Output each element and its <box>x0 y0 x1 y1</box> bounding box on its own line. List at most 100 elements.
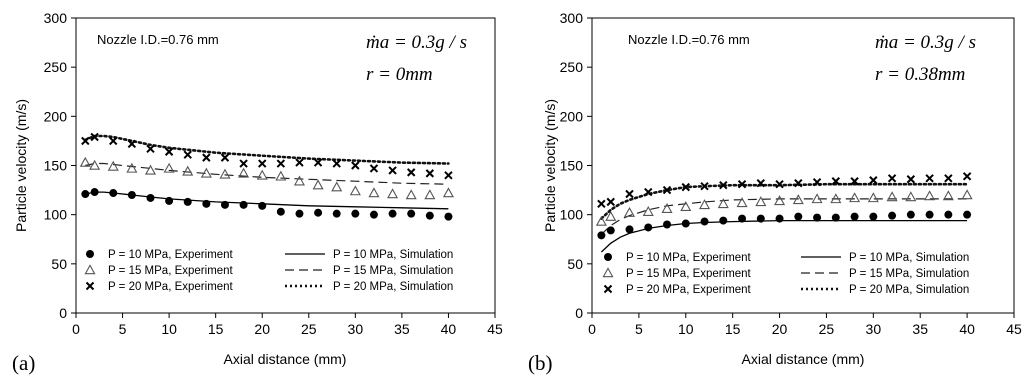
data-point <box>202 153 211 162</box>
legend-label: P = 10 MPa, Simulation <box>333 249 453 261</box>
series-line-p-20-mpa-simulation <box>600 182 969 220</box>
data-point <box>369 210 378 219</box>
data-point <box>388 209 397 218</box>
x-tick-label: 25 <box>301 321 317 337</box>
y-tick-label: 300 <box>44 10 68 26</box>
y-tick-label: 0 <box>59 305 67 321</box>
legend-marker-p-10-mpa-experiment <box>86 250 94 258</box>
data-point <box>369 164 379 173</box>
x-tick-label: 20 <box>772 321 788 337</box>
data-point <box>606 226 615 235</box>
data-point <box>625 225 634 234</box>
data-point <box>425 211 434 220</box>
data-point <box>905 191 917 202</box>
data-point <box>256 169 268 180</box>
data-point <box>736 197 748 208</box>
radius-annotation: r = 0.38mm <box>875 64 965 85</box>
data-point <box>109 136 118 146</box>
data-point <box>351 209 360 218</box>
data-point <box>258 201 267 210</box>
data-point <box>405 189 417 200</box>
x-tick-label: 35 <box>394 321 410 337</box>
y-tick-label: 0 <box>575 305 583 321</box>
data-point <box>89 159 101 170</box>
data-point <box>79 156 91 167</box>
radius-annotation: r = 0mm <box>366 64 433 85</box>
data-point <box>719 216 728 225</box>
data-point <box>182 165 194 176</box>
data-point <box>165 196 174 205</box>
data-point <box>775 214 784 223</box>
y-tick-label: 100 <box>44 207 68 223</box>
data-point <box>775 179 784 189</box>
x-tick-label: 15 <box>208 321 224 337</box>
data-point <box>605 210 617 221</box>
series-points-p-10-mpa-experiment <box>597 210 972 240</box>
data-point <box>644 187 653 197</box>
series-line-p-20-mpa-simulation <box>84 134 450 165</box>
data-point <box>944 210 953 219</box>
legend-label: P = 20 MPa, Experiment <box>626 284 752 296</box>
legend-marker-p-20-mpa-experiment <box>603 284 613 294</box>
data-point <box>963 210 972 219</box>
x-tick-label: 0 <box>588 321 596 337</box>
data-point <box>220 153 230 162</box>
data-point <box>127 191 136 199</box>
x-tick-label: 45 <box>487 321 503 337</box>
y-tick-label: 250 <box>44 59 68 75</box>
data-point <box>811 193 823 204</box>
legend-label: P = 15 MPa, Experiment <box>626 268 752 280</box>
series-points-p-15-mpa-experiment <box>79 156 454 200</box>
data-point <box>368 187 380 198</box>
data-point <box>717 198 729 209</box>
x-tick-label: 40 <box>441 321 457 337</box>
data-point <box>850 177 859 186</box>
y-tick-label: 50 <box>51 256 67 272</box>
data-point <box>597 199 606 209</box>
data-point <box>700 181 709 191</box>
data-point <box>886 191 898 202</box>
x-tick-label: 25 <box>819 321 835 337</box>
y-tick-label: 100 <box>560 207 584 223</box>
data-point <box>90 132 99 142</box>
data-point <box>81 136 90 146</box>
data-point <box>276 207 285 216</box>
series-points-p-10-mpa-experiment <box>81 188 453 221</box>
legend: P = 10 MPa, Experiment P = 10 MPa, Simula… <box>84 249 453 293</box>
data-point <box>792 194 804 205</box>
data-point <box>924 190 936 201</box>
data-point <box>387 188 399 199</box>
legend-label: P = 20 MPa, Simulation <box>333 281 453 293</box>
legend-label: P = 15 MPa, Experiment <box>108 265 234 277</box>
data-point <box>109 189 118 198</box>
y-axis-label: Particle velocity (m/s) <box>13 99 29 232</box>
data-point <box>642 205 654 216</box>
data-point <box>388 166 397 175</box>
data-point <box>220 200 229 209</box>
series-points-p-20-mpa-experiment <box>597 172 972 209</box>
legend-label: P = 10 MPa, Experiment <box>108 249 234 261</box>
mass-flow-annotation: ṁa = 0.3g / s <box>366 32 467 53</box>
data-point <box>442 187 454 198</box>
data-point <box>313 158 323 167</box>
data-point <box>849 192 861 203</box>
data-point <box>794 212 803 221</box>
data-point <box>756 214 765 223</box>
chart-panel-b: 0 5 10 15 20 25 30 35 40 45 0 50 100 150 200 250 300 Axia… <box>528 10 1022 375</box>
y-tick-label: 200 <box>44 108 68 124</box>
data-point <box>925 174 934 183</box>
legend-marker-p-15-mpa-experiment <box>84 264 96 275</box>
data-point <box>200 167 212 178</box>
x-tick-label: 0 <box>72 321 80 337</box>
legend-label: P = 10 MPa, Experiment <box>626 252 752 264</box>
data-point <box>663 220 672 229</box>
panel-label: (a) <box>12 351 35 375</box>
data-point <box>906 175 916 184</box>
series-points-p-15-mpa-experiment <box>595 189 973 226</box>
data-point <box>774 195 786 206</box>
data-point <box>942 190 954 201</box>
data-point <box>925 210 934 219</box>
series-line-p-10-mpa-simulation <box>85 191 449 210</box>
data-point <box>126 162 138 173</box>
